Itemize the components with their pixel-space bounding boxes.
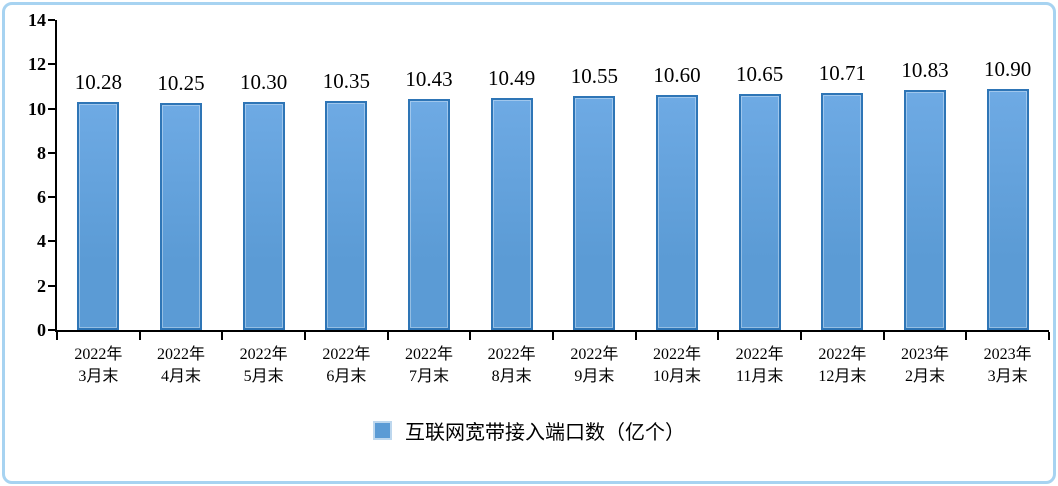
x-category-label: 2022年 4月末 [138, 344, 224, 388]
x-category-label: 2022年 7月末 [386, 344, 472, 388]
x-axis-tick [221, 332, 223, 340]
bar [77, 102, 120, 330]
x-category-label: 2022年 11月末 [717, 344, 803, 388]
x-category-label-year: 2022年 [156, 346, 205, 363]
bar-value-label: 10.25 [157, 71, 205, 96]
bar-value-label: 10.28 [74, 70, 122, 95]
x-axis-tick [965, 332, 967, 340]
x-axis-tick [635, 332, 637, 340]
x-category-label-year: 2022年 [322, 346, 371, 363]
bar [821, 92, 864, 330]
y-axis-tick [48, 329, 55, 331]
x-category-label: 2022年 10月末 [634, 344, 720, 388]
legend-swatch [373, 421, 392, 440]
bar-value-label: 10.30 [240, 69, 288, 94]
bar [242, 101, 285, 330]
y-axis-tick [48, 151, 55, 154]
legend-label: 互联网宽带接入端口数（亿个） [405, 422, 685, 444]
x-axis-tick [56, 332, 58, 340]
x-category-label-month: 10月末 [652, 368, 701, 385]
y-axis-tick [48, 240, 55, 243]
x-axis-tick [800, 332, 802, 340]
x-axis-tick [304, 332, 306, 340]
y-axis-label: 2 [37, 275, 46, 296]
y-axis-tick [48, 19, 55, 21]
bar-value-label: 10.43 [405, 67, 453, 92]
x-axis-tick [717, 332, 719, 340]
bar [573, 96, 616, 330]
x-category-label-year: 2022年 [735, 346, 784, 363]
x-category-label-year: 2022年 [239, 346, 288, 363]
y-axis-label: 4 [37, 231, 46, 252]
x-category-label: 2023年 2月末 [882, 344, 968, 388]
x-category-label-year: 2023年 [983, 346, 1032, 363]
y-axis-label: 0 [37, 320, 46, 340]
x-category-label: 2023年 3月末 [965, 344, 1051, 388]
bar-value-label: 10.49 [488, 65, 536, 90]
x-category-label-year: 2022年 [487, 346, 536, 363]
y-axis-label: 10 [28, 98, 46, 119]
x-category-label-month: 8月末 [491, 368, 532, 385]
x-category-label-year: 2022年 [74, 346, 123, 363]
bar-value-label: 10.71 [818, 60, 866, 85]
y-axis-tick [48, 63, 55, 66]
x-category-label-month: 12月末 [818, 368, 867, 385]
x-axis-tick [139, 332, 141, 340]
x-category-label: 2022年 5月末 [221, 344, 307, 388]
bar [490, 97, 533, 330]
x-category-label-month: 9月末 [574, 368, 615, 385]
legend: 互联网宽带接入端口数（亿个） [0, 416, 1058, 445]
x-axis-tick [552, 332, 554, 340]
x-category-label: 2022年 6月末 [303, 344, 389, 388]
x-axis-tick [387, 332, 389, 340]
x-category-label-year: 2022年 [570, 346, 619, 363]
bar-value-label: 10.90 [984, 56, 1032, 81]
x-category-label-month: 2月末 [904, 368, 945, 385]
x-axis-tick [1048, 332, 1050, 340]
plot-area: 0 2 4 6 8 10 12 14 10.28 2022年 3月末 10.25 2022年 4月末 10.… [28, 10, 1050, 385]
x-category-label-month: 11月末 [735, 368, 784, 385]
x-category-label-year: 2022年 [818, 346, 867, 363]
x-category-label-month: 4月末 [160, 368, 201, 385]
bar [904, 90, 946, 330]
bar [656, 95, 698, 330]
x-category-label-month: 7月末 [408, 368, 449, 385]
bar-value-label: 10.35 [322, 68, 370, 93]
x-axis-tick [883, 332, 885, 340]
bar-value-label: 10.55 [570, 64, 618, 89]
y-axis-label: 8 [37, 142, 46, 163]
x-category-label: 2022年 8月末 [469, 344, 555, 388]
bar [408, 99, 450, 330]
y-axis-tick [48, 196, 55, 199]
bar [738, 94, 781, 330]
x-category-label: 2022年 9月末 [551, 344, 637, 388]
y-axis-label: 14 [28, 10, 46, 30]
bar-value-label: 10.60 [653, 63, 701, 88]
x-category-label: 2022年 12月末 [799, 344, 885, 388]
y-axis-label: 12 [28, 54, 46, 75]
x-category-label-year: 2022年 [404, 346, 453, 363]
y-axis-label: 6 [37, 187, 46, 208]
bar-value-label: 10.65 [736, 62, 784, 87]
bar [325, 100, 368, 330]
x-category-label-year: 2022年 [652, 346, 701, 363]
x-category-label-month: 3月末 [987, 368, 1028, 385]
x-category-label: 2022年 3月末 [55, 344, 141, 388]
x-category-label-month: 6月末 [326, 368, 367, 385]
bar-value-label: 10.83 [901, 58, 949, 83]
y-axis-tick [48, 284, 55, 287]
x-category-label-year: 2023年 [900, 346, 949, 363]
x-category-label-month: 3月末 [78, 368, 119, 385]
bar [160, 103, 202, 330]
y-axis-tick [48, 107, 55, 110]
x-axis-tick [469, 332, 471, 340]
bar [986, 88, 1029, 330]
x-category-label-month: 5月末 [243, 368, 284, 385]
